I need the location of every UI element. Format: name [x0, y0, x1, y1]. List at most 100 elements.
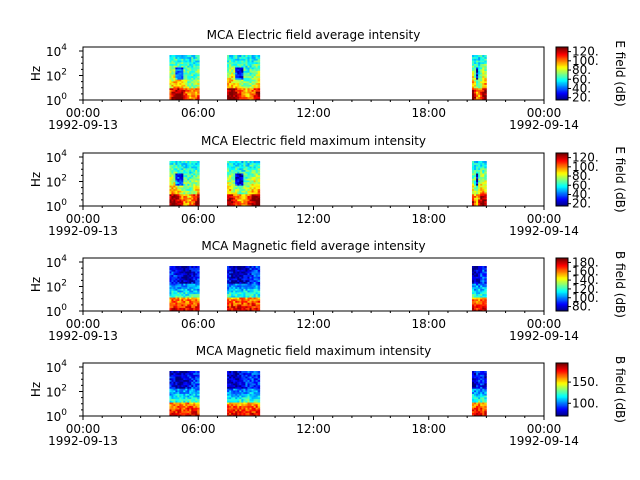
- heatmap-cell: [471, 185, 475, 188]
- heatmap-cell: [179, 169, 182, 172]
- heatmap-cell: [197, 377, 200, 381]
- heatmap-cell: [197, 396, 200, 400]
- heatmap-cell: [183, 176, 186, 179]
- heatmap-cell: [231, 276, 234, 279]
- heatmap-cell: [257, 398, 261, 401]
- heatmap-cell: [233, 74, 236, 77]
- heatmap-cell: [476, 395, 479, 398]
- heatmap-cell: [195, 279, 198, 282]
- heatmap-cell: [255, 409, 259, 412]
- colorbar-segment: [556, 284, 568, 287]
- colorbar: 80.100.120.140.160.180. B field (dB): [555, 251, 627, 318]
- heatmap-cell: [229, 409, 232, 412]
- colorbar-segment: [556, 291, 568, 293]
- heatmap-cell: [245, 272, 248, 276]
- heatmap-cell: [187, 89, 190, 92]
- heatmap-cell: [247, 307, 250, 310]
- heatmap-cell: [181, 166, 184, 169]
- heatmap-cell: [249, 84, 252, 87]
- heatmap-cell: [171, 390, 174, 393]
- heatmap-cell: [237, 192, 240, 195]
- heatmap-cell: [185, 279, 188, 282]
- heatmap-cell: [181, 167, 184, 171]
- heatmap-cell: [171, 186, 174, 190]
- heatmap-cell: [189, 161, 192, 164]
- heatmap-cell: [185, 89, 188, 92]
- heatmap-cell: [175, 291, 178, 295]
- heatmap-cell: [229, 169, 232, 172]
- heatmap-cell: [185, 84, 188, 87]
- heatmap-cell: [237, 381, 240, 384]
- heatmap-cell: [255, 298, 259, 302]
- heatmap-cell: [255, 393, 259, 396]
- heatmap-cell: [476, 285, 479, 288]
- heatmap-cell: [255, 185, 259, 188]
- heatmap-cell: [197, 376, 200, 379]
- heatmap-cell: [249, 75, 252, 78]
- heatmap-cell: [227, 87, 230, 91]
- heatmap-cell: [229, 304, 232, 307]
- heatmap-cell: [177, 190, 180, 193]
- heatmap-cell: [229, 166, 232, 169]
- heatmap-cell: [181, 298, 184, 302]
- heatmap-cell: [235, 185, 238, 188]
- heatmap-cell: [478, 390, 481, 393]
- heatmap-cell: [171, 75, 174, 78]
- heatmap-cell: [193, 400, 196, 403]
- heatmap-cell: [241, 162, 244, 165]
- heatmap-cell: [173, 174, 176, 177]
- colorbar-segment: [556, 396, 568, 398]
- heatmap-cell: [480, 278, 483, 281]
- heatmap-cell: [480, 407, 483, 410]
- heatmap-cell: [169, 298, 172, 302]
- heatmap-cell: [474, 65, 477, 68]
- heatmap-cell: [241, 63, 244, 66]
- heatmap-cell: [191, 70, 194, 73]
- heatmap-cell: [175, 386, 178, 389]
- heatmap-cell: [179, 176, 182, 179]
- colorbar-segment: [556, 382, 568, 385]
- heatmap-cell: [233, 186, 236, 190]
- heatmap-cell: [185, 171, 188, 174]
- heatmap-cell: [181, 200, 184, 203]
- heatmap-cell: [195, 402, 198, 405]
- heatmap-cell: [253, 414, 257, 417]
- heatmap-cell: [175, 269, 178, 272]
- heatmap-cell: [231, 167, 234, 171]
- heatmap-cell: [227, 164, 230, 167]
- heatmap-cell: [231, 386, 234, 389]
- heatmap-cell: [233, 72, 236, 75]
- heatmap-cell: [187, 302, 190, 305]
- heatmap-cell: [482, 274, 485, 277]
- heatmap-cell: [476, 77, 479, 80]
- heatmap-cell: [233, 58, 236, 61]
- heatmap-cell: [187, 381, 190, 384]
- heatmap-cell: [183, 279, 186, 282]
- heatmap-cell: [193, 398, 196, 401]
- heatmap-cell: [237, 169, 240, 172]
- heatmap-cell: [179, 377, 182, 381]
- heatmap-cell: [257, 267, 261, 270]
- heatmap-cell: [257, 180, 261, 183]
- heatmap-cell: [484, 388, 487, 391]
- heatmap-cell: [173, 398, 176, 401]
- heatmap-cell: [187, 65, 190, 68]
- heatmap-cell: [169, 407, 172, 410]
- heatmap-cell: [231, 400, 234, 403]
- heatmap-cell: [195, 271, 198, 274]
- heatmap-cell: [253, 393, 257, 396]
- heatmap-cell: [195, 190, 198, 193]
- heatmap-cell: [476, 164, 479, 167]
- heatmap-cell: [185, 185, 188, 188]
- heatmap-cell: [179, 77, 182, 80]
- heatmap-cell: [189, 409, 192, 412]
- heatmap-cell: [181, 171, 184, 174]
- heatmap-cell: [187, 300, 190, 303]
- heatmap-cell: [471, 89, 475, 92]
- heatmap-cell: [474, 307, 477, 310]
- heatmap-cell: [241, 396, 244, 400]
- heatmap-cell: [484, 290, 487, 293]
- heatmap-cell: [249, 178, 252, 181]
- heatmap-cell: [474, 164, 477, 167]
- heatmap-cell: [251, 285, 254, 288]
